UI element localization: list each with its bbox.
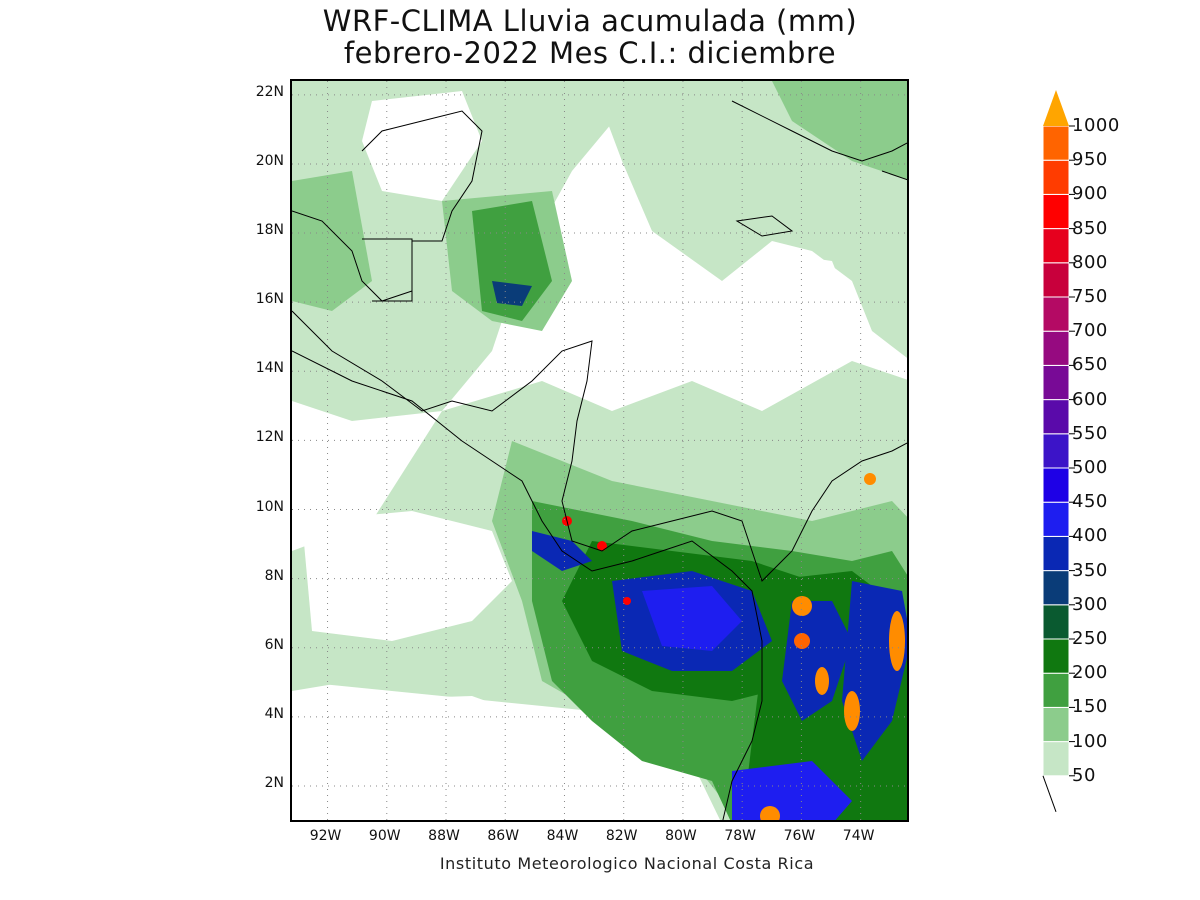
colorbar-label: 750: [1072, 286, 1108, 307]
credit-text: Instituto Meteorologico Nacional Costa R…: [439, 854, 815, 873]
colorbar-box-850: [1042, 193, 1070, 230]
lon-tick-label: 88W: [428, 828, 460, 844]
colorbar-label: 400: [1072, 525, 1108, 547]
colorbar-box-700: [1042, 296, 1070, 332]
lat-tick-label: 20N: [255, 152, 284, 169]
lon-tick-label: 90W: [368, 828, 401, 844]
colorbar-label: 200: [1072, 662, 1108, 684]
lat-tick-label: 8N: [264, 567, 284, 584]
lon-tick-label: 84W: [546, 828, 579, 844]
colorbar-box-800: [1042, 228, 1070, 264]
colorbar-box-200: [1042, 638, 1070, 674]
colorbar-min-wedge: [1042, 775, 1057, 812]
colorbar-box-400: [1042, 501, 1070, 537]
colorbar-label: 300: [1072, 593, 1108, 615]
lon-tick-label: 86W: [487, 828, 520, 844]
colorbar-box-750: [1042, 262, 1070, 298]
lat-tick-label: 16N: [255, 291, 284, 308]
colorbar-box-100: [1042, 706, 1070, 743]
colorbar-label: 150: [1072, 696, 1108, 718]
colorbar: [1042, 90, 1075, 812]
colorbar-label: 450: [1072, 491, 1108, 513]
lat-tick-label: 14N: [255, 360, 284, 377]
colorbar-label: 500: [1072, 457, 1108, 478]
colorbar-box-500: [1042, 433, 1070, 469]
colorbar-label: 900: [1072, 183, 1108, 205]
map-canvas: [292, 81, 907, 820]
precipitation-map: [290, 79, 909, 822]
colorbar-label: 950: [1072, 149, 1108, 171]
colorbar-box-350: [1042, 535, 1070, 572]
lon-tick-label: 80W: [665, 828, 697, 844]
colorbar-label: 600: [1072, 388, 1108, 410]
colorbar-box-250: [1042, 604, 1070, 640]
colorbar-box-600: [1042, 364, 1070, 401]
colorbar-label: 350: [1072, 559, 1108, 581]
lat-tick-label: 18N: [255, 222, 284, 239]
lat-tick-label: 2N: [264, 774, 284, 791]
colorbar-max-arrow: [1043, 90, 1069, 126]
colorbar-label: 250: [1072, 628, 1108, 649]
lat-tick-label: 6N: [264, 636, 284, 653]
colorbar-label: 700: [1072, 320, 1108, 342]
colorbar-box-900: [1042, 159, 1070, 195]
rainfall-field: [292, 81, 907, 820]
lat-tick-label: 12N: [255, 429, 284, 446]
lon-tick-label: 92W: [309, 828, 342, 844]
chart-title-line2: febrero-2022 Mes C.I.: diciembre: [343, 36, 837, 70]
coastlines: [292, 100, 907, 820]
lon-tick-label: 78W: [724, 828, 756, 844]
colorbar-box-650: [1042, 330, 1070, 366]
lat-tick-label: 10N: [255, 498, 284, 515]
colorbar-label: 850: [1072, 217, 1108, 239]
colorbar-label: 800: [1072, 251, 1108, 273]
lon-tick-label: 82W: [605, 828, 638, 844]
colorbar-box-550: [1042, 399, 1070, 435]
chart-title-line1: WRF-CLIMA Lluvia acumulada (mm): [322, 4, 858, 38]
colorbar-label: 100: [1072, 730, 1108, 752]
colorbar-box-150: [1042, 672, 1070, 708]
colorbar-box-950: [1042, 125, 1070, 161]
lat-tick-label: 22N: [255, 83, 284, 100]
colorbar-label: 50: [1072, 764, 1096, 786]
colorbar-label: 550: [1072, 422, 1108, 444]
colorbar-box-450: [1042, 467, 1070, 503]
lat-tick-label: 4N: [264, 705, 284, 722]
colorbar-box-50: [1042, 741, 1070, 777]
lon-tick-label: 74W: [842, 828, 875, 844]
colorbar-label: 1000: [1072, 115, 1120, 136]
lon-tick-label: 76W: [783, 828, 816, 844]
colorbar-label: 650: [1072, 354, 1108, 376]
colorbar-box-300: [1042, 570, 1070, 606]
